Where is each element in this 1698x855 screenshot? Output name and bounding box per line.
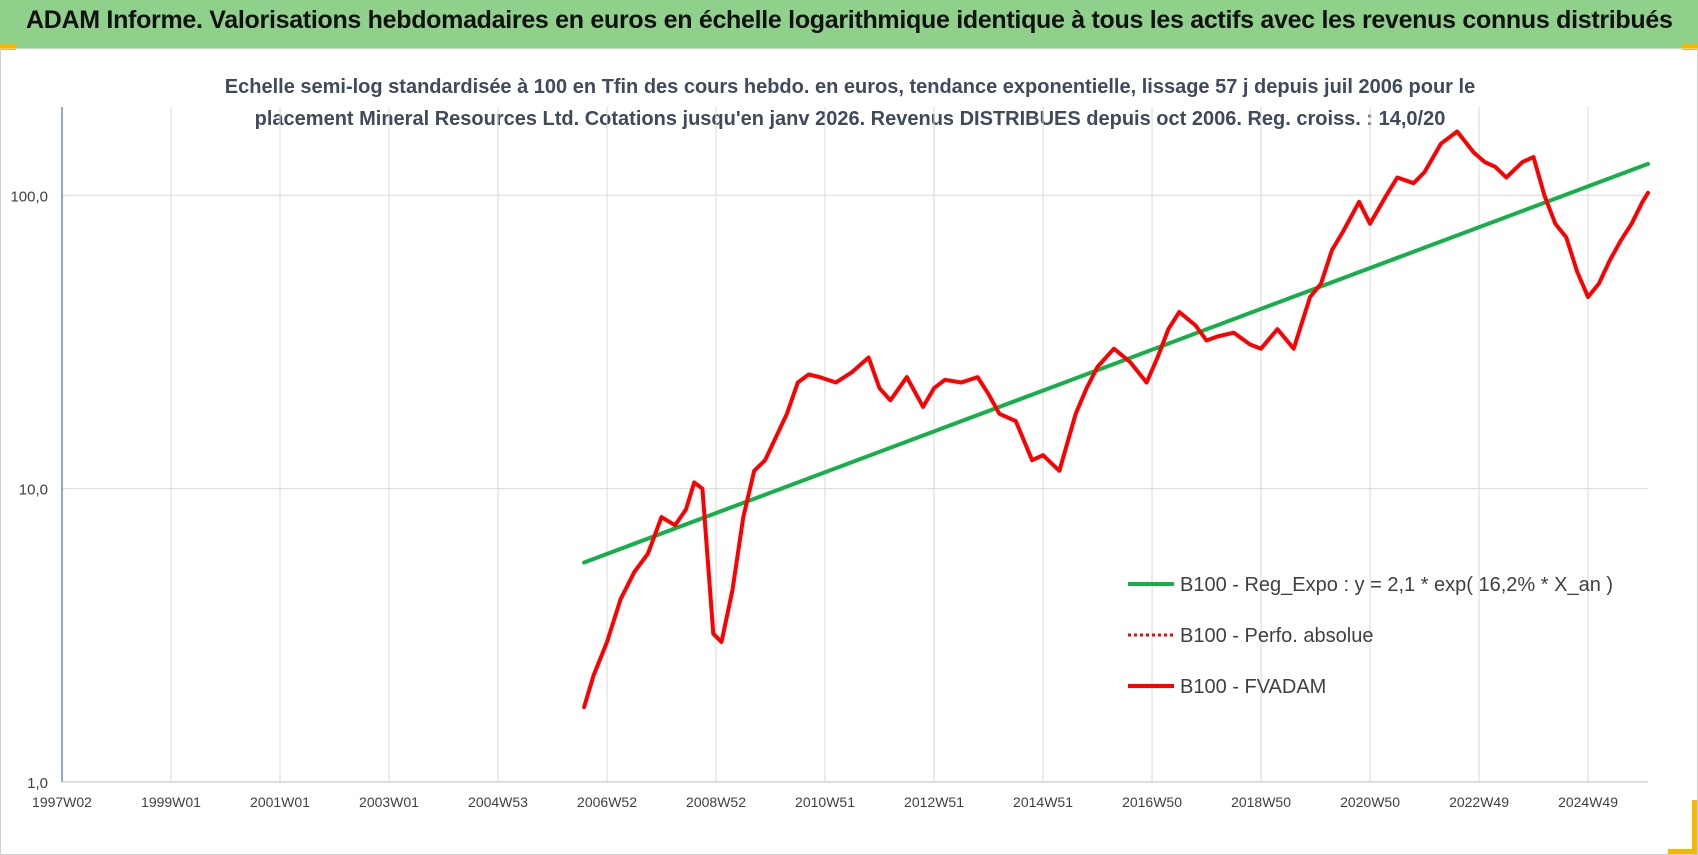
x-tick-label: 2003W01 — [359, 794, 419, 810]
y-tick-label: 10,0 — [19, 482, 48, 499]
corner-marker-bottom-right-h — [1668, 849, 1698, 855]
x-tick-label: 2012W51 — [904, 794, 964, 810]
legend: B100 - Reg_Expo : y = 2,1 * exp( 16,2% *… — [1128, 574, 1613, 698]
y-tick-label: 1,0 — [27, 775, 48, 792]
x-tick-label: 2008W52 — [686, 794, 746, 810]
x-tick-label: 2006W52 — [577, 794, 637, 810]
legend-label: B100 - FVADAM — [1180, 676, 1326, 698]
legend-label: B100 - Perfo. absolue — [1180, 625, 1373, 647]
x-tick-label: 2016W50 — [1122, 794, 1182, 810]
x-tick-label: 2020W50 — [1340, 794, 1400, 810]
x-tick-label: 1997W02 — [32, 794, 92, 810]
y-tick-label: 100,0 — [10, 188, 48, 205]
x-tick-label: 2018W50 — [1231, 794, 1291, 810]
fvadam-line — [582, 129, 1650, 710]
legend-label: B100 - Reg_Expo : y = 2,1 * exp( 16,2% *… — [1180, 574, 1613, 596]
page-title: ADAM Informe. Valorisations hebdomadaire… — [26, 6, 1673, 34]
trend-line — [582, 161, 1650, 565]
corner-marker-bottom-right — [1692, 800, 1698, 853]
x-tick-label: 2014W51 — [1013, 794, 1073, 810]
chart-title-line-2: placement Mineral Resources Ltd. Cotatio… — [254, 108, 1446, 130]
x-tick-label: 1999W01 — [141, 794, 201, 810]
corner-marker-top-right — [1682, 44, 1698, 50]
x-tick-label: 2010W51 — [795, 794, 855, 810]
title-banner: ADAM Informe. Valorisations hebdomadaire… — [0, 0, 1698, 48]
x-tick-label: 2024W49 — [1558, 794, 1618, 810]
x-tick-label: 2001W01 — [250, 794, 310, 810]
corner-marker-top-left — [0, 44, 16, 50]
x-tick-label: 2004W53 — [468, 794, 528, 810]
chart-title-line-1: Echelle semi-log standardisée à 100 en T… — [224, 76, 1476, 98]
x-tick-label: 2022W49 — [1449, 794, 1509, 810]
